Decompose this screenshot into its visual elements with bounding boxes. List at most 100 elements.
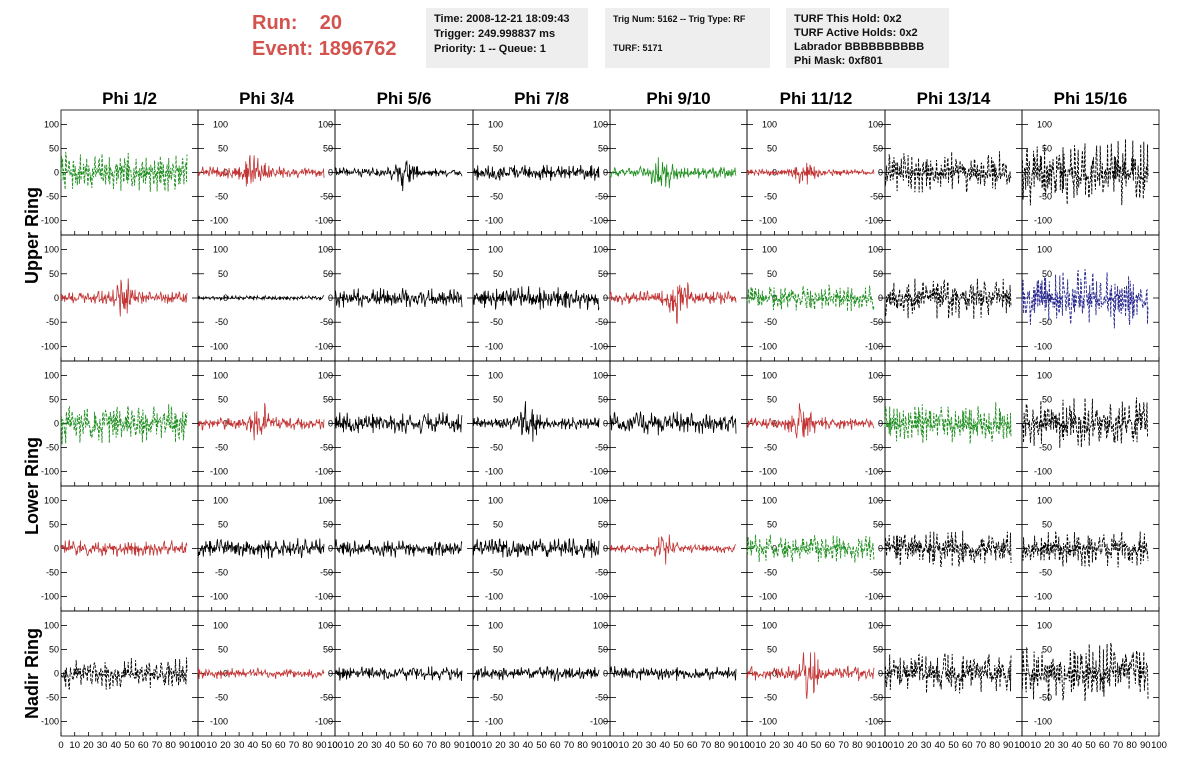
y-tick-label: 50	[873, 269, 883, 279]
y-tick-label: -50	[320, 443, 333, 453]
x-tick-label: 40	[111, 740, 122, 751]
y-tick-label: -50	[215, 317, 228, 327]
y-tick-label: 100	[318, 495, 333, 505]
x-tick-label: 20	[1044, 740, 1055, 751]
x-tick-label: 60	[138, 740, 149, 751]
y-tick-label: 100	[762, 370, 777, 380]
y-tick-label: -50	[764, 568, 777, 578]
y-tick-label: -100	[590, 341, 608, 351]
column-header: Phi 3/4	[239, 89, 294, 108]
y-tick-label: 0	[603, 669, 608, 679]
y-tick-label: 100	[213, 370, 228, 380]
x-tick-label: 20	[907, 740, 918, 751]
y-tick-label: 100	[1037, 620, 1052, 630]
x-tick-label: 0	[332, 740, 337, 751]
y-tick-label: 0	[54, 544, 59, 554]
x-tick-label: 0	[1019, 740, 1024, 751]
event-value: 1896762	[318, 38, 397, 60]
y-tick-label: 50	[767, 143, 777, 153]
x-tick-label: 80	[1126, 740, 1137, 751]
x-tick-label: 70	[152, 740, 163, 751]
trigger-text: Trigger: 249.998837 ms	[434, 28, 556, 40]
y-tick-label: -100	[210, 467, 228, 477]
y-tick-label: -100	[1034, 341, 1052, 351]
y-tick-label: 0	[603, 293, 608, 303]
y-tick-label: 100	[593, 620, 608, 630]
x-tick-label: 10	[756, 740, 767, 751]
y-tick-label: 0	[1047, 168, 1052, 178]
x-tick-label: 70	[701, 740, 712, 751]
waveform-trace	[1021, 269, 1149, 329]
y-tick-label: 50	[873, 519, 883, 529]
y-tick-label: 50	[1042, 269, 1052, 279]
x-tick-label: 40	[660, 740, 671, 751]
y-tick-label: 0	[328, 669, 333, 679]
y-tick-label: 0	[878, 669, 883, 679]
y-tick-label: 50	[767, 269, 777, 279]
waveform-trace	[746, 652, 875, 699]
y-tick-label: 50	[1042, 394, 1052, 404]
turf-info-box: TURF This Hold: 0x2 TURF Active Holds: 0…	[786, 8, 949, 68]
x-tick-label: 40	[1072, 740, 1083, 751]
y-tick-label: -50	[595, 693, 608, 703]
x-tick-label: 30	[1058, 740, 1069, 751]
turf-text: TURF: 5171	[613, 43, 663, 53]
x-tick-label: 90	[316, 740, 327, 751]
y-tick-label: 0	[603, 419, 608, 429]
y-tick-label: 50	[323, 519, 333, 529]
y-tick-label: 0	[603, 168, 608, 178]
column-header: Phi 13/14	[917, 89, 991, 108]
x-tick-label: 80	[577, 740, 588, 751]
waveform-trace	[1021, 642, 1149, 702]
x-tick-label: 50	[124, 740, 135, 751]
y-tick-label: 0	[498, 544, 503, 554]
waveform-trace	[197, 667, 325, 679]
x-tick-label: 30	[646, 740, 657, 751]
y-tick-label: -50	[1039, 192, 1052, 202]
x-tick-label: 100	[465, 740, 481, 751]
y-tick-label: 0	[878, 419, 883, 429]
x-tick-label: 80	[852, 740, 863, 751]
waveform-trace	[60, 404, 188, 445]
trig-info-box: Trig Num: 5162 -- Trig Type: RF TURF: 51…	[605, 8, 770, 68]
y-tick-label: -100	[865, 341, 883, 351]
x-tick-label: 100	[190, 740, 206, 751]
waveform-trace	[609, 157, 737, 189]
waveform-trace	[746, 534, 875, 563]
column-header: Phi 7/8	[514, 89, 569, 108]
y-tick-label: 50	[598, 143, 608, 153]
x-tick-label: 20	[632, 740, 643, 751]
waveform-trace	[609, 534, 737, 565]
waveform-trace	[472, 401, 600, 442]
x-tick-label: 20	[220, 740, 231, 751]
y-tick-label: -100	[865, 592, 883, 602]
waveform-trace	[472, 666, 600, 683]
y-tick-label: -100	[315, 341, 333, 351]
y-tick-label: -50	[870, 568, 883, 578]
x-tick-label: 30	[783, 740, 794, 751]
y-tick-label: -100	[590, 216, 608, 226]
y-tick-label: 50	[493, 519, 503, 529]
y-tick-label: -50	[46, 192, 59, 202]
column-header: Phi 15/16	[1054, 89, 1128, 108]
waveform-trace	[334, 412, 463, 434]
y-tick-label: -50	[490, 317, 503, 327]
row-label: Nadir Ring	[22, 628, 42, 719]
y-tick-label: 0	[603, 544, 608, 554]
x-tick-label: 40	[523, 740, 534, 751]
waveform-trace	[334, 287, 463, 308]
waveform-trace	[472, 164, 600, 181]
waveform-trace	[197, 402, 325, 441]
y-tick-label: -50	[490, 693, 503, 703]
y-tick-label: -100	[590, 592, 608, 602]
y-tick-label: 0	[223, 168, 228, 178]
y-tick-label: -50	[870, 192, 883, 202]
y-tick-label: 50	[1042, 644, 1052, 654]
y-tick-label: -100	[315, 216, 333, 226]
y-tick-label: 100	[762, 495, 777, 505]
x-tick-label: 100	[602, 740, 618, 751]
y-tick-label: 50	[598, 644, 608, 654]
waveform-trace	[1021, 139, 1149, 206]
y-tick-label: 50	[323, 644, 333, 654]
y-tick-label: -100	[315, 592, 333, 602]
